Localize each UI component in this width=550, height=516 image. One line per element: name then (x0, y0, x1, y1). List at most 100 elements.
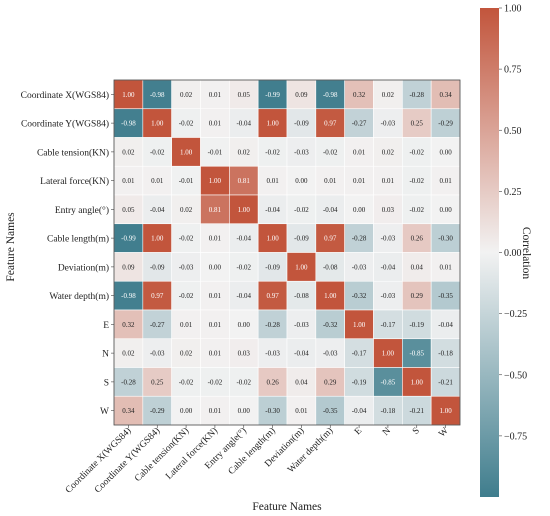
cell-value-label: 0.09 (122, 263, 135, 271)
y-tick-label: Coordinate X(WGS84) (21, 90, 109, 101)
cell-value-label: -0.03 (294, 148, 309, 156)
heatmap-cell (171, 252, 201, 282)
y-tick-label: Cable tension(KN) (37, 147, 109, 158)
cell-value-label: -0.02 (179, 235, 194, 243)
cell-value-label: 1.00 (266, 120, 279, 128)
cell-value-label: -0.85 (381, 378, 396, 386)
y-tick-label: Cable length(m) (47, 234, 109, 245)
cell-value-label: 0.81 (238, 177, 251, 185)
colorbar-tick-label: −0.25 (504, 309, 527, 320)
heatmap-cell (200, 108, 230, 138)
heatmap-cell (142, 395, 172, 426)
cell-value-label: 0.00 (238, 321, 251, 329)
cell-value-label: 0.00 (238, 407, 251, 415)
cell-value-label: 1.00 (353, 321, 366, 329)
cell-value-label: -0.30 (438, 235, 453, 243)
cell-value-label: -0.08 (323, 263, 338, 271)
heatmap-cell (200, 137, 230, 167)
cell-value-label: 0.97 (151, 292, 164, 300)
cell-value-label: -0.03 (179, 263, 194, 271)
colorbar-tick-label: −0.50 (504, 370, 527, 381)
cell-value-label: -0.02 (409, 177, 424, 185)
cell-value-label: 0.01 (353, 148, 366, 156)
cell-value-label: 0.00 (439, 206, 452, 214)
heatmap-cell (373, 395, 403, 426)
cell-value-label: -0.19 (352, 378, 367, 386)
heatmap-cell (430, 137, 461, 167)
heatmap-cell (200, 309, 230, 340)
heatmap-cell (113, 165, 144, 196)
cell-value-label: 0.01 (209, 292, 222, 300)
heatmap-cell (430, 79, 461, 110)
cell-value-label: -0.32 (323, 321, 338, 329)
cell-value-label: -0.02 (294, 206, 309, 214)
heatmap-cell (373, 79, 403, 110)
cell-value-label: 1.00 (266, 235, 279, 243)
heatmap-cell (257, 194, 288, 225)
cell-value-label: 0.03 (382, 206, 395, 214)
cell-value-label: 1.00 (180, 148, 193, 156)
cell-value-label: 0.01 (209, 350, 222, 358)
cell-value-label: -0.19 (409, 321, 424, 329)
cell-value-label: 0.02 (180, 350, 193, 358)
cell-value-label: -0.02 (150, 148, 165, 156)
heatmap-cell (402, 165, 432, 196)
cell-value-label: -0.04 (352, 407, 367, 415)
cell-value-label: -0.04 (150, 206, 165, 214)
cell-value-label: -0.29 (438, 120, 453, 128)
colorbar-tick-label: −0.75 (504, 431, 527, 442)
heatmap-cell (315, 79, 345, 110)
heatmap-cell (373, 338, 403, 368)
heatmap-cell (113, 194, 144, 225)
heatmap-cell (200, 165, 230, 196)
cell-value-label: 0.81 (209, 206, 222, 214)
cell-value-label: 0.01 (382, 177, 395, 185)
heatmap-cell (286, 252, 317, 282)
cell-value-label: 0.01 (439, 263, 452, 271)
heatmap-cell (142, 338, 172, 368)
cell-value-label: 0.01 (353, 177, 366, 185)
heatmap-cell (171, 165, 201, 196)
cell-value-label: -0.01 (179, 177, 194, 185)
cell-value-label: -0.98 (121, 120, 136, 128)
heatmap-cell (286, 395, 317, 426)
cell-value-label: 1.00 (324, 292, 337, 300)
cell-value-label: 0.01 (266, 177, 279, 185)
heatmap-cell (171, 280, 201, 311)
cell-value-label: -0.03 (381, 120, 396, 128)
heatmap-cell (113, 79, 144, 110)
cell-value-label: -0.04 (323, 206, 338, 214)
cell-value-label: -0.35 (438, 292, 453, 300)
cell-value-label: 0.26 (266, 378, 279, 386)
cell-value-label: -0.04 (438, 321, 453, 329)
cell-value-label: 1.00 (411, 378, 424, 386)
heatmap-cell (430, 280, 461, 311)
heatmap-cell (229, 137, 259, 167)
cell-value-label: -0.85 (409, 350, 424, 358)
cell-value-label: 0.03 (238, 350, 251, 358)
cell-value-label: 0.01 (209, 407, 222, 415)
heatmap-cell (257, 395, 288, 426)
cell-value-label: 1.00 (151, 120, 164, 128)
cell-value-label: 1.00 (382, 350, 395, 358)
heatmap-cell (286, 309, 317, 340)
cell-value-label: 1.00 (209, 177, 222, 185)
cell-value-label: -0.27 (352, 120, 367, 128)
cell-value-label: -0.09 (150, 263, 165, 271)
cell-value-label: 0.02 (238, 148, 251, 156)
heatmap-cell (286, 367, 317, 397)
cell-value-label: 0.00 (209, 263, 222, 271)
cell-value-label: -0.32 (352, 292, 367, 300)
heatmap-cell (200, 223, 230, 253)
heatmap-cell (344, 367, 374, 397)
cell-value-label: -0.18 (381, 407, 396, 415)
cell-value-label: 0.97 (266, 292, 279, 300)
heatmap-cell (257, 309, 288, 340)
heatmap-cell (286, 137, 317, 167)
cell-value-label: 0.02 (180, 91, 193, 99)
heatmap-cell (402, 338, 432, 368)
heatmap-cell (315, 309, 345, 340)
y-tick-label: Water depth(m) (49, 291, 109, 302)
heatmap-cell (430, 165, 461, 196)
